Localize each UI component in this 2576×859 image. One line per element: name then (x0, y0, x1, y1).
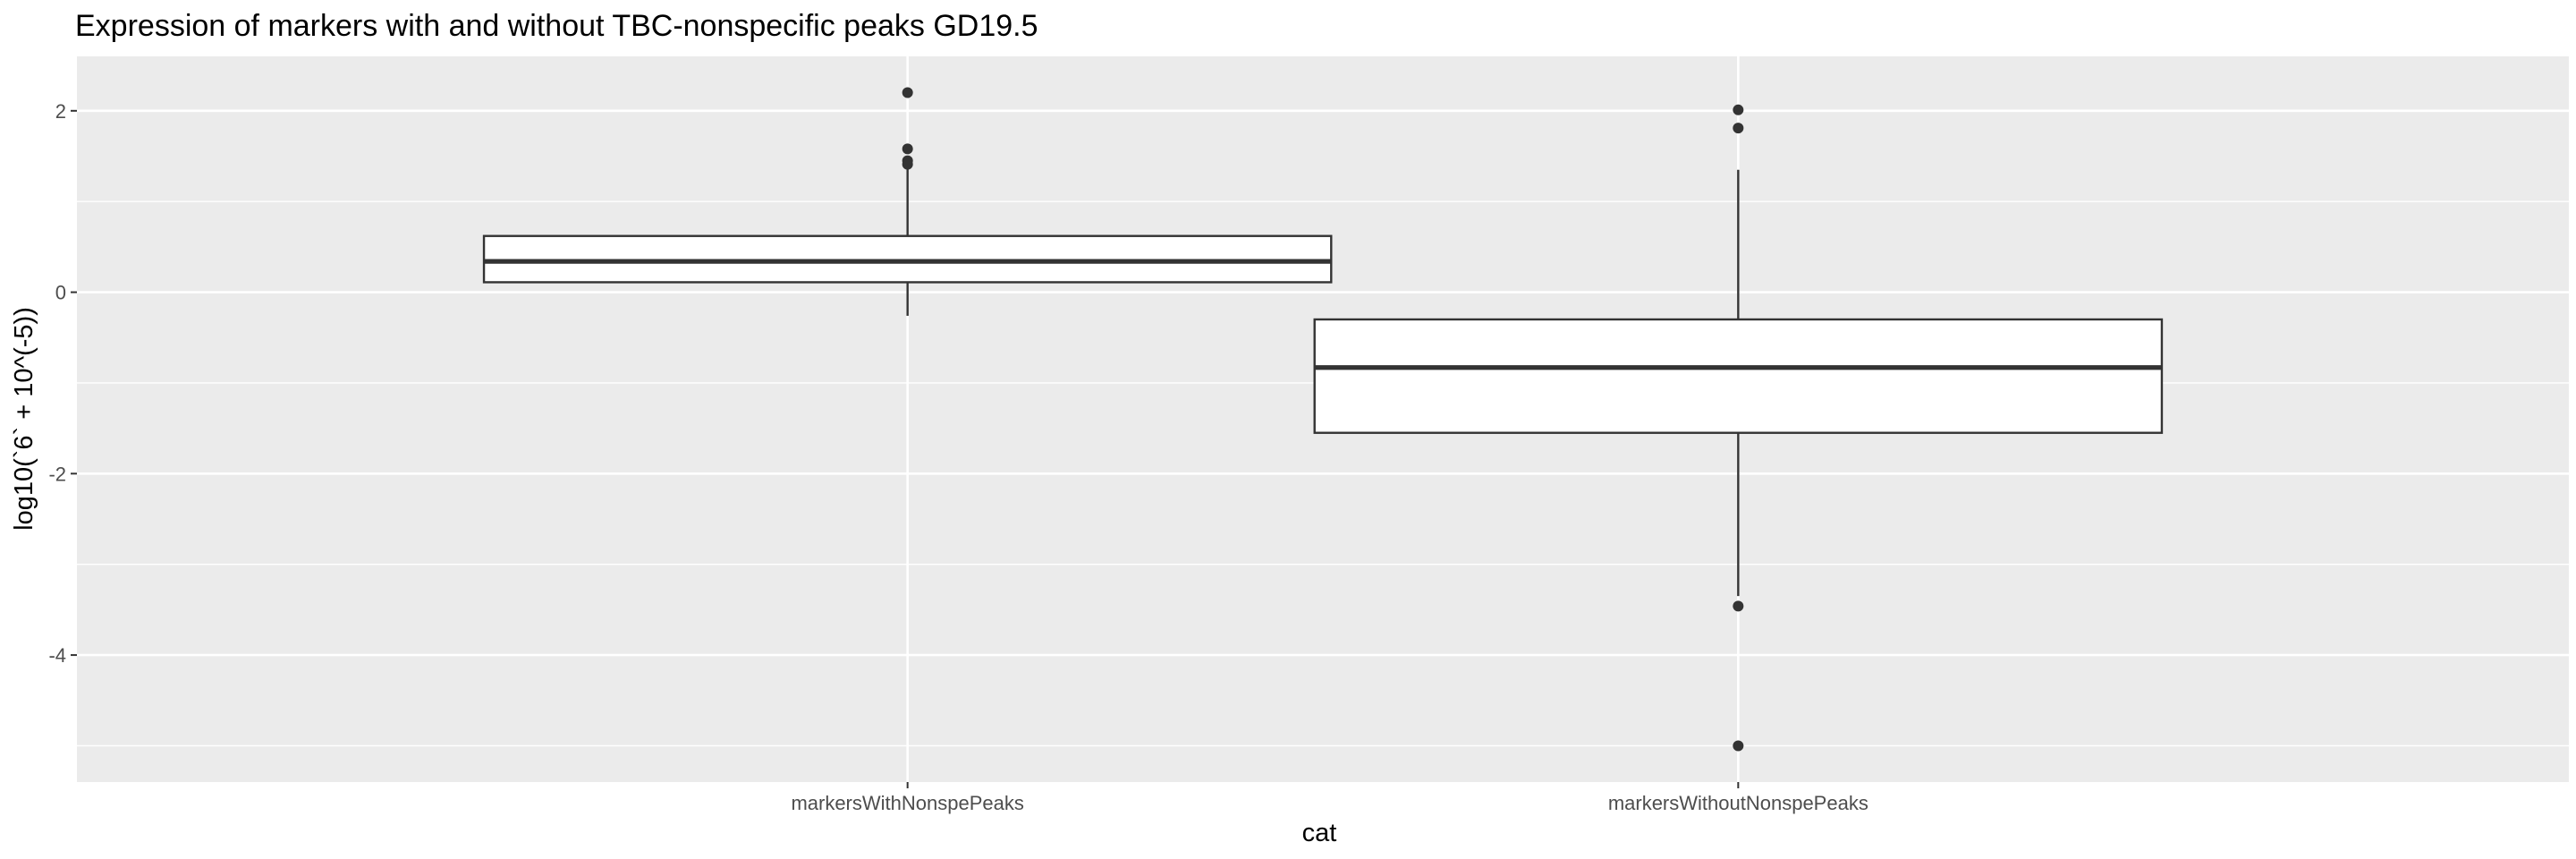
x-axis: markersWithNonspePeaks markersWithoutNons… (791, 782, 1868, 814)
outlier-point (902, 87, 913, 98)
x-tick-label: markersWithNonspePeaks (791, 792, 1023, 814)
chart-title: Expression of markers with and without T… (75, 9, 1038, 43)
y-tick-label: -2 (48, 463, 66, 485)
box (1313, 318, 2164, 434)
y-tick-label: -4 (48, 644, 66, 667)
outlier-point (1733, 123, 1744, 134)
outlier-point (1733, 740, 1744, 752)
x-axis-title: cat (1302, 819, 1337, 847)
x-tick-label: markersWithoutNonspePeaks (1608, 792, 1868, 814)
outlier-point (902, 143, 913, 155)
outlier-point (902, 158, 913, 170)
y-tick-label: 0 (55, 282, 66, 304)
y-axis-title: log10(`6` + 10^(-5)) (10, 307, 38, 531)
y-axis: 2 0 -2 -4 (48, 100, 77, 667)
outlier-point (1733, 600, 1744, 612)
boxes-layer (482, 87, 2164, 752)
y-tick-label: 2 (55, 100, 66, 123)
outlier-point (1733, 104, 1744, 115)
